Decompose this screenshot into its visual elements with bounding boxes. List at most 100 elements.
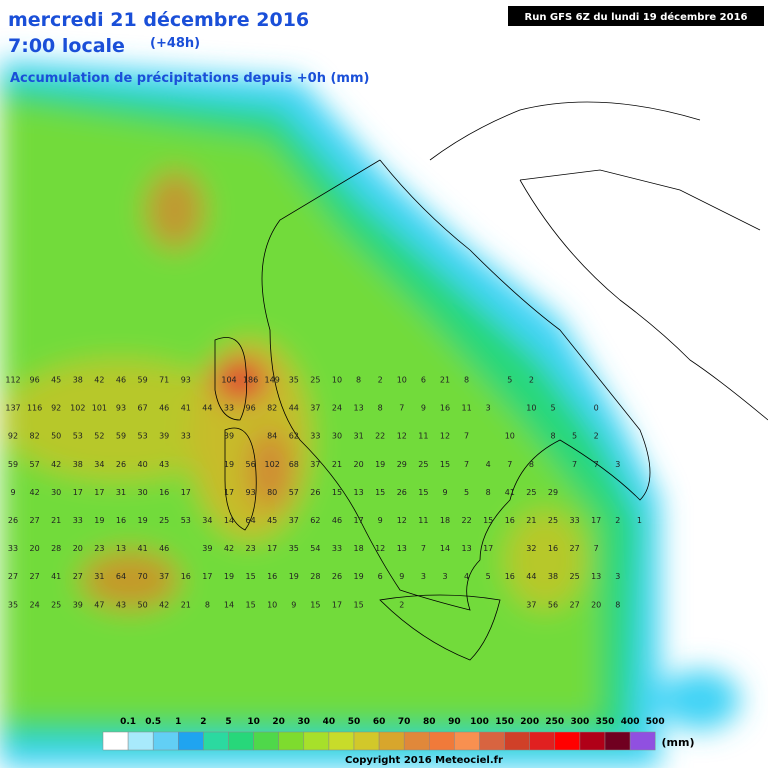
grid-value: 50	[51, 432, 61, 441]
grid-value: 18	[440, 516, 450, 525]
grid-value: 93	[181, 376, 191, 385]
grid-value: 64	[246, 516, 256, 525]
grid-value: 37	[289, 516, 299, 525]
grid-value: 101	[92, 404, 107, 413]
grid-value: 25	[159, 516, 169, 525]
grid-value: 16	[116, 516, 126, 525]
grid-value: 6	[421, 376, 426, 385]
grid-value: 17	[202, 572, 212, 581]
grid-value: 53	[181, 516, 191, 525]
legend-label: 80	[423, 717, 436, 727]
grid-value: 30	[51, 488, 61, 497]
grid-value: 27	[30, 516, 40, 525]
legend-swatch	[554, 731, 581, 751]
grid-value: 3	[421, 572, 426, 581]
grid-value: 8	[615, 600, 620, 609]
grid-value: 34	[202, 516, 212, 525]
grid-value: 59	[138, 376, 148, 385]
grid-value: 7	[464, 432, 469, 441]
grid-value: 13	[354, 488, 364, 497]
grid-value: 17	[224, 488, 234, 497]
grid-value: 71	[159, 376, 169, 385]
grid-value: 2	[615, 516, 620, 525]
grid-value: 19	[375, 460, 385, 469]
lead-time: (+48h)	[150, 36, 200, 51]
grid-value: 12	[397, 516, 407, 525]
legend-swatch	[152, 731, 179, 751]
grid-value: 19	[289, 572, 299, 581]
grid-value: 62	[289, 432, 299, 441]
grid-value: 16	[181, 572, 191, 581]
grid-value: 102	[265, 460, 280, 469]
grid-value: 45	[267, 516, 277, 525]
grid-value: 93	[246, 488, 256, 497]
grid-value: 29	[548, 488, 558, 497]
grid-value: 21	[440, 376, 450, 385]
grid-value: 18	[354, 544, 364, 553]
grid-value: 9	[399, 572, 404, 581]
grid-value: 19	[224, 460, 234, 469]
grid-value: 15	[418, 488, 428, 497]
grid-value: 26	[310, 488, 320, 497]
legend-label: 0.1	[120, 717, 136, 727]
grid-value: 57	[289, 488, 299, 497]
grid-value: 39	[224, 432, 234, 441]
legend-swatch	[378, 731, 405, 751]
legend-label: 30	[298, 717, 311, 727]
grid-value: 42	[159, 600, 169, 609]
grid-value: 11	[418, 516, 428, 525]
precip-field	[0, 60, 740, 768]
grid-value: 9	[378, 516, 383, 525]
grid-value: 92	[51, 404, 61, 413]
legend-label: 350	[596, 717, 615, 727]
grid-value: 33	[310, 432, 320, 441]
grid-value: 82	[30, 432, 40, 441]
legend-swatch	[303, 731, 330, 751]
grid-value: 16	[267, 572, 277, 581]
grid-value: 41	[181, 404, 191, 413]
grid-value: 9	[421, 404, 426, 413]
grid-value: 5	[507, 376, 512, 385]
date-line: mercredi 21 décembre 2016	[8, 9, 309, 31]
grid-value: 15	[310, 600, 320, 609]
grid-value: 3	[615, 572, 620, 581]
grid-value: 13	[116, 544, 126, 553]
grid-value: 13	[397, 544, 407, 553]
grid-value: 8	[378, 404, 383, 413]
grid-value: 64	[116, 572, 126, 581]
legend-label: 40	[323, 717, 336, 727]
grid-value: 33	[224, 404, 234, 413]
grid-value: 30	[332, 432, 342, 441]
grid-value: 40	[138, 460, 148, 469]
grid-value: 15	[354, 600, 364, 609]
legend-swatch	[604, 731, 631, 751]
legend-label: 20	[272, 717, 285, 727]
grid-value: 26	[8, 516, 18, 525]
grid-value: 19	[138, 516, 148, 525]
grid-value: 25	[51, 600, 61, 609]
grid-value: 44	[289, 404, 299, 413]
grid-value: 186	[243, 376, 258, 385]
grid-value: 10	[526, 404, 536, 413]
grid-value: 15	[246, 600, 256, 609]
grid-value: 16	[505, 516, 515, 525]
legend-swatch	[353, 731, 380, 751]
grid-value: 8	[550, 432, 555, 441]
grid-value: 14	[440, 544, 450, 553]
grid-value: 28	[51, 544, 61, 553]
grid-value: 3	[442, 572, 447, 581]
legend-swatch	[102, 731, 129, 751]
legend-swatch	[629, 731, 656, 751]
grid-value: 10	[505, 432, 515, 441]
grid-value: 15	[440, 460, 450, 469]
grid-value: 9	[442, 488, 447, 497]
grid-value: 8	[356, 376, 361, 385]
grid-value: 8	[205, 600, 210, 609]
legend-swatch	[203, 731, 229, 751]
grid-value: 13	[591, 572, 601, 581]
grid-value: 53	[138, 432, 148, 441]
grid-value: 4	[486, 460, 491, 469]
grid-value: 9	[291, 600, 296, 609]
legend-label: 300	[571, 717, 590, 727]
grid-value: 33	[181, 432, 191, 441]
